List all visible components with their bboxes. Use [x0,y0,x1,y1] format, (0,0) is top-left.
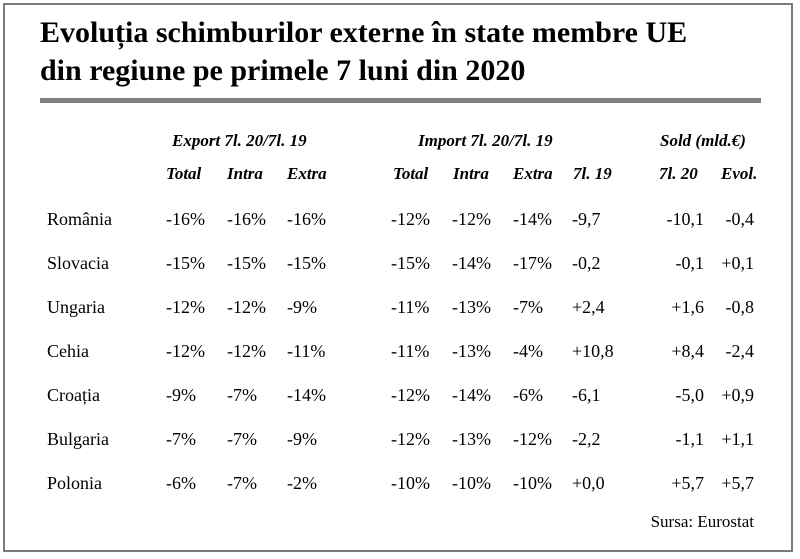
cell-sold-evol: +5,7 [721,473,754,493]
cell-export-total: -6% [166,473,196,493]
cell-import-extra: -12% [513,429,552,449]
cell-sold-7l20: -10,1 [666,209,705,229]
cell-export-extra: -2% [287,473,317,493]
title-line-1: Evoluția schimburilor externe în state m… [40,16,688,49]
cell-export-intra: -7% [227,473,257,493]
cell-export-intra: -12% [227,341,266,361]
column-header-export-extra: Extra [287,164,327,183]
cell-import-total: -12% [391,385,430,405]
title-line-2: din regiune pe primele 7 luni din 2020 [40,54,526,87]
cell-import-total: -12% [391,209,430,229]
cell-sold-7l19: -2,2 [572,429,601,449]
column-header-sold-7l19: 7l. 19 [573,164,612,183]
cell-sold-7l20: -5,0 [675,385,705,405]
cell-sold-evol: +1,1 [721,429,754,449]
column-header-import-total: Total [393,164,429,183]
cell-import-extra: -4% [513,341,543,361]
title-divider [40,98,761,103]
cell-export-total: -12% [166,297,205,317]
cell-import-total: -11% [391,341,430,361]
cell-export-extra: -14% [287,385,326,405]
cell-import-extra: -6% [513,385,543,405]
cell-sold-evol: -0,4 [725,209,755,229]
column-header-sold-evol: Evol. [721,164,758,183]
page-title: Evoluția schimburilor externe în state m… [40,14,687,90]
column-header-export-intra: Intra [227,164,263,183]
cell-import-intra: -13% [452,341,491,361]
cell-import-intra: -14% [452,385,491,405]
column-header-export-total: Total [166,164,202,183]
cell-export-total: -15% [166,253,205,273]
cell-sold-evol: +0,1 [721,253,754,273]
cell-sold-7l19: +0,0 [572,473,605,493]
export-group-header: Export 7l. 20/7l. 19 [172,131,307,150]
column-header-sold-7l20: 7l. 20 [659,164,698,183]
cell-export-extra: -9% [287,297,317,317]
cell-export-intra: -16% [227,209,266,229]
cell-import-extra: -14% [513,209,552,229]
cell-import-total: -15% [391,253,430,273]
cell-export-extra: -16% [287,209,326,229]
cell-import-total: -11% [391,297,430,317]
figure-frame [3,3,793,552]
cell-sold-7l20: -1,1 [675,429,705,449]
country-name: România [47,209,112,229]
cell-export-extra: -15% [287,253,326,273]
cell-import-extra: -17% [513,253,552,273]
cell-sold-7l19: -0,2 [572,253,601,273]
cell-import-intra: -12% [452,209,491,229]
cell-sold-7l19: -9,7 [572,209,601,229]
column-header-import-extra: Extra [513,164,553,183]
cell-sold-7l20: +5,7 [671,473,704,493]
cell-export-total: -7% [166,429,196,449]
cell-sold-evol: -0,8 [725,297,755,317]
cell-sold-7l19: +2,4 [572,297,605,317]
cell-sold-7l20: -0,1 [675,253,705,273]
country-name: Ungaria [47,297,105,317]
source-note: Sursa: Eurostat [650,512,754,531]
import-group-header: Import 7l. 20/7l. 19 [418,131,553,150]
column-header-import-intra: Intra [453,164,489,183]
cell-import-total: -12% [391,429,430,449]
cell-export-extra: -9% [287,429,317,449]
cell-import-intra: -14% [452,253,491,273]
sold-group-header: Sold (mld.€) [660,131,746,150]
cell-export-intra: -7% [227,429,257,449]
cell-import-intra: -13% [452,429,491,449]
cell-import-intra: -10% [452,473,491,493]
cell-sold-7l19: +10,8 [572,341,614,361]
country-name: Bulgaria [47,429,109,449]
cell-export-extra: -11% [287,341,326,361]
cell-export-total: -9% [166,385,196,405]
cell-import-intra: -13% [452,297,491,317]
cell-import-total: -10% [391,473,430,493]
cell-export-total: -16% [166,209,205,229]
cell-sold-evol: +0,9 [721,385,754,405]
cell-import-extra: -10% [513,473,552,493]
cell-export-intra: -7% [227,385,257,405]
country-name: Polonia [47,473,103,493]
cell-sold-7l20: +8,4 [671,341,704,361]
cell-sold-7l19: -6,1 [572,385,601,405]
country-name: Slovacia [47,253,109,273]
country-name: Croația [47,385,100,405]
cell-export-total: -12% [166,341,205,361]
cell-export-intra: -12% [227,297,266,317]
cell-sold-7l20: +1,6 [671,297,704,317]
cell-export-intra: -15% [227,253,266,273]
cell-sold-evol: -2,4 [725,341,755,361]
country-name: Cehia [47,341,89,361]
cell-import-extra: -7% [513,297,543,317]
